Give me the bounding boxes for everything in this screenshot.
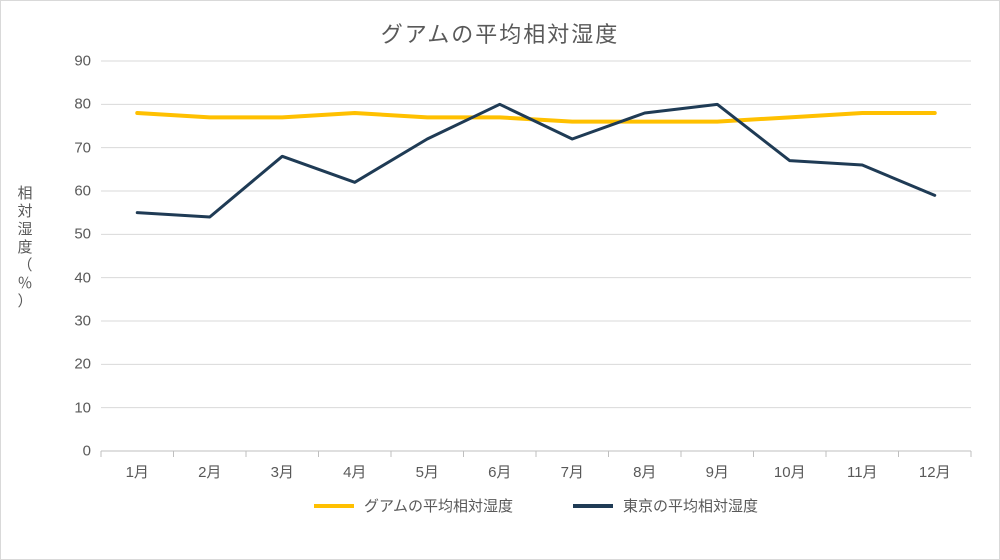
y-tick-label: 60 — [74, 183, 91, 200]
legend: グアムの平均相対湿度 東京の平均相対湿度 — [101, 495, 971, 516]
x-tick-label: 9月 — [706, 461, 729, 482]
legend-label: グアムの平均相対湿度 — [364, 495, 513, 516]
y-tick-label: 50 — [74, 226, 91, 243]
x-tick-label: 5月 — [416, 461, 439, 482]
x-tick-label: 2月 — [198, 461, 221, 482]
x-tick-label: 3月 — [271, 461, 294, 482]
y-tick-label: 20 — [74, 356, 91, 373]
legend-item: 東京の平均相対湿度 — [573, 495, 758, 516]
legend-swatch — [314, 504, 354, 508]
x-tick-label: 11月 — [847, 461, 878, 482]
x-tick-label: 7月 — [561, 461, 584, 482]
plot-area — [101, 61, 971, 451]
y-tick-label: 90 — [74, 53, 91, 70]
y-tick-label: 80 — [74, 96, 91, 113]
legend-swatch — [573, 504, 613, 508]
x-tick-label: 4月 — [343, 461, 366, 482]
y-tick-label: 30 — [74, 313, 91, 330]
y-tick-label: 0 — [83, 443, 91, 460]
y-axis-labels: 0102030405060708090 — [1, 61, 91, 451]
legend-item: グアムの平均相対湿度 — [314, 495, 513, 516]
y-tick-label: 10 — [74, 399, 91, 416]
x-tick-label: 8月 — [633, 461, 656, 482]
chart-title: グアムの平均相対湿度 — [1, 17, 999, 49]
x-tick-label: 1月 — [126, 461, 149, 482]
x-tick-label: 10月 — [774, 461, 806, 482]
series-line — [137, 104, 935, 217]
humidity-line-chart: グアムの平均相対湿度 相対湿度（％） 0102030405060708090 1… — [0, 0, 1000, 560]
x-tick-label: 12月 — [919, 461, 951, 482]
legend-label: 東京の平均相対湿度 — [623, 495, 758, 516]
x-tick-label: 6月 — [488, 461, 511, 482]
plot-svg — [101, 61, 971, 451]
y-tick-label: 70 — [74, 139, 91, 156]
y-tick-label: 40 — [74, 269, 91, 286]
x-axis-labels: 1月 2月 3月 4月 5月 6月 7月 8月 9月 10月 11月 12月 — [101, 461, 971, 485]
